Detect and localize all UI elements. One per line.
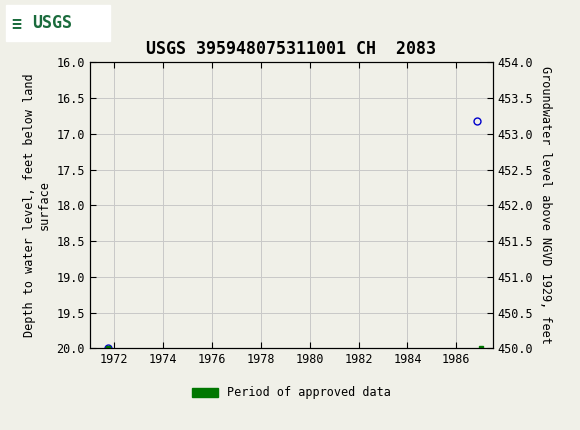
Title: USGS 395948075311001 CH  2083: USGS 395948075311001 CH 2083 xyxy=(147,40,437,58)
Text: USGS: USGS xyxy=(32,14,72,31)
Text: ≡: ≡ xyxy=(12,14,21,31)
Bar xyxy=(6,4,110,41)
Y-axis label: Groundwater level above NGVD 1929, feet: Groundwater level above NGVD 1929, feet xyxy=(539,66,552,344)
Legend: Period of approved data: Period of approved data xyxy=(187,381,396,404)
Y-axis label: Depth to water level, feet below land
surface: Depth to water level, feet below land su… xyxy=(23,74,51,337)
